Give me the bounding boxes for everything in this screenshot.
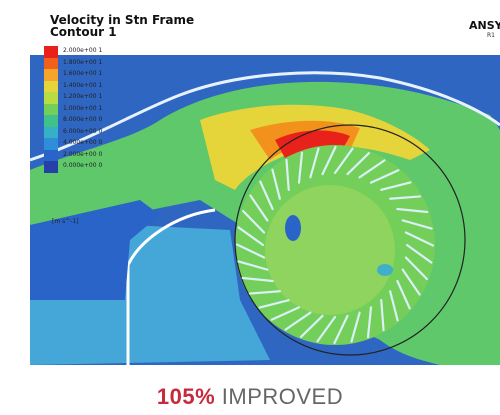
- legend-swatch: [44, 46, 58, 58]
- rotor-blade: [380, 181, 412, 191]
- improvement-word: IMPROVED: [221, 384, 344, 409]
- rotor-blade: [333, 314, 349, 345]
- rotor-blade: [237, 226, 265, 247]
- legend-swatch: [44, 103, 58, 115]
- rotor-blade: [405, 243, 433, 264]
- legend-swatch: [44, 80, 58, 92]
- rotor-blade: [366, 306, 373, 339]
- legend-swatch: [44, 161, 58, 173]
- legend-label: 1.600e+00 1: [63, 70, 103, 77]
- rotor-blade: [401, 268, 421, 296]
- rotor-blade: [369, 169, 400, 184]
- brand-logo-text: ANSYS: [469, 19, 500, 32]
- legend-color-bar: [44, 46, 58, 173]
- rotor-blade: [237, 260, 269, 271]
- rotor-inner-region: [265, 185, 395, 315]
- rotor-blade: [346, 151, 371, 176]
- rotor-blade: [404, 256, 429, 281]
- rotor-blade: [297, 151, 304, 184]
- rotor-blade: [396, 207, 429, 214]
- legend-label: 6.000e+00 0: [63, 127, 103, 135]
- rotor-blade: [380, 299, 385, 332]
- rotor-blade: [241, 276, 274, 283]
- lower-left-pocket: [30, 200, 160, 300]
- rotor-blade: [249, 194, 269, 222]
- legend-label: 0.000e+00 0: [63, 162, 103, 169]
- rotor-blade: [309, 147, 320, 179]
- legend-label: 1.000e+00 1: [63, 104, 103, 112]
- rotor-blade: [396, 279, 411, 310]
- improvement-percent: 105%: [156, 384, 216, 409]
- legend-labels: 2.000e+00 1 1.800e+00 1 1.600e+00 1 1.400e+…: [63, 45, 102, 172]
- rotor-blade: [389, 290, 399, 322]
- rotor-blade: [285, 158, 290, 191]
- legend-swatch: [44, 57, 58, 69]
- rotor-blade: [258, 299, 290, 309]
- legend-swatch: [44, 69, 58, 81]
- rotor-blade: [235, 243, 266, 259]
- legend-label: 4.000e+00 0: [63, 139, 103, 146]
- high-velocity-band: [200, 104, 430, 190]
- brand-release: R1: [487, 32, 495, 39]
- rotor-blade: [389, 195, 422, 200]
- rotor-blade: [241, 209, 266, 234]
- plot-title: Velocity in Stn Frame: [50, 13, 195, 27]
- legend-units: [m s^-1]: [52, 218, 79, 225]
- legend-label: 1.800e+00 1: [63, 58, 103, 66]
- legend-swatch: [44, 92, 58, 104]
- rotor-blade: [358, 159, 386, 179]
- rotor-blade: [248, 290, 281, 295]
- rotor-blade: [350, 311, 361, 343]
- legend-label: 2.000e+00 0: [63, 150, 103, 158]
- rotor-boundary-circle: [234, 124, 466, 356]
- hub-secondary-spot: [377, 264, 393, 276]
- rotor-blade: [270, 306, 301, 321]
- rotor-blade: [299, 314, 324, 339]
- plot-title-block: Velocity in Stn Frame Contour 1: [50, 14, 194, 38]
- hub-low-velocity-spot: [285, 215, 301, 241]
- legend-swatch: [44, 138, 58, 150]
- legend-label: 8.000e+00 0: [63, 116, 103, 123]
- legend-swatch: [44, 149, 58, 161]
- scroll-casing-outline: [29, 71, 500, 162]
- legend-label: 1.400e+00 1: [63, 81, 103, 89]
- peak-velocity-spot: [275, 130, 350, 158]
- legend-swatch: [44, 115, 58, 127]
- rotor-blades: [235, 145, 435, 345]
- rotor-blade: [259, 180, 274, 211]
- improvement-caption: 105% IMPROVED: [0, 384, 500, 410]
- plot-subtitle: Contour 1: [50, 25, 117, 39]
- cutoff-wall: [126, 208, 216, 365]
- legend-label: 1.200e+00 1: [63, 93, 103, 100]
- rotor-blade: [316, 315, 337, 343]
- rotor-blade: [333, 147, 354, 175]
- legend-swatch: [44, 126, 58, 138]
- legend-label: 2.000e+00 1: [63, 47, 103, 54]
- rotor-blade: [404, 231, 435, 247]
- rotor-blade: [401, 219, 433, 230]
- rotor-blade: [284, 311, 312, 331]
- rotor-blade: [271, 168, 281, 200]
- rotor-blade: [321, 145, 337, 176]
